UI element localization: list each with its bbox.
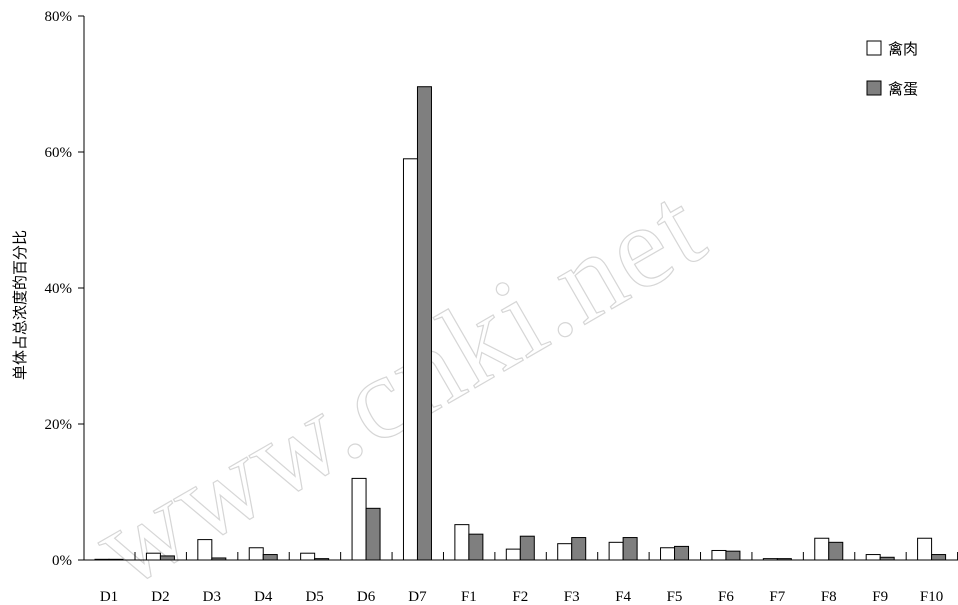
- y-tick-label: 80%: [45, 9, 73, 25]
- x-tick-label: F8: [821, 589, 837, 605]
- series-1: [108, 86, 947, 561]
- legend-label-series-0: 禽肉: [888, 40, 918, 58]
- x-tick-label: F9: [872, 589, 888, 605]
- x-tick-label: F5: [667, 589, 683, 605]
- bar: [608, 541, 624, 561]
- x-tick-label: D3: [203, 589, 221, 605]
- bar: [197, 539, 213, 561]
- bar: [622, 537, 638, 561]
- bar: [828, 541, 844, 561]
- bar: [262, 554, 278, 561]
- bar: [402, 158, 418, 561]
- y-tick-label: 20%: [45, 417, 73, 433]
- bar: [351, 477, 367, 561]
- x-tick-label: F4: [615, 589, 631, 605]
- bar: [505, 548, 521, 561]
- legend-swatch-series-0: [866, 40, 882, 56]
- x-tick-label: F3: [564, 589, 580, 605]
- legend: 禽肉 禽蛋: [866, 40, 918, 98]
- y-tick-label: 60%: [45, 145, 73, 161]
- legend-swatch-series-1: [866, 80, 882, 96]
- x-tick-label: D7: [408, 589, 427, 605]
- x-tick-label: D5: [305, 589, 323, 605]
- bar: [725, 550, 741, 561]
- bar: [248, 547, 264, 561]
- bar: [300, 552, 316, 561]
- x-tick-label: D6: [357, 589, 376, 605]
- legend-label-series-1: 禽蛋: [888, 80, 918, 98]
- bar: [557, 543, 573, 561]
- bar: [711, 549, 727, 561]
- bar: [917, 537, 933, 561]
- bar: [416, 86, 432, 561]
- y-tick-label: 0%: [52, 553, 72, 569]
- x-tick-label: F6: [718, 589, 734, 605]
- x-tick-label: F1: [461, 589, 477, 605]
- x-tick-label: D4: [254, 589, 273, 605]
- bar: [145, 552, 161, 561]
- bar: [365, 507, 381, 561]
- y-axis-title: 单体占总浓度的百分比: [11, 230, 29, 380]
- y-ticks: 0% 20% 40% 60% 80%: [45, 9, 84, 569]
- x-tick-label: D1: [100, 589, 118, 605]
- x-tick-label: F10: [920, 589, 943, 605]
- x-tick-label: D2: [151, 589, 169, 605]
- bar: [519, 535, 535, 561]
- x-tick-label: F2: [512, 589, 528, 605]
- bar: [454, 524, 470, 561]
- bar: [571, 537, 587, 561]
- y-tick-label: 40%: [45, 281, 73, 297]
- bar: [865, 554, 881, 561]
- bar: [931, 554, 947, 561]
- x-ticks: D1 D2 D3 D4 D5 D6 D7 F1 F2 F3 F4 F5 F6 F7 F8 F9 F10: [100, 552, 958, 605]
- bar: [660, 547, 676, 561]
- bar: [468, 533, 484, 561]
- bar: [159, 555, 175, 561]
- x-tick-label: F7: [769, 589, 785, 605]
- bar: [814, 537, 830, 561]
- bar: [674, 545, 690, 561]
